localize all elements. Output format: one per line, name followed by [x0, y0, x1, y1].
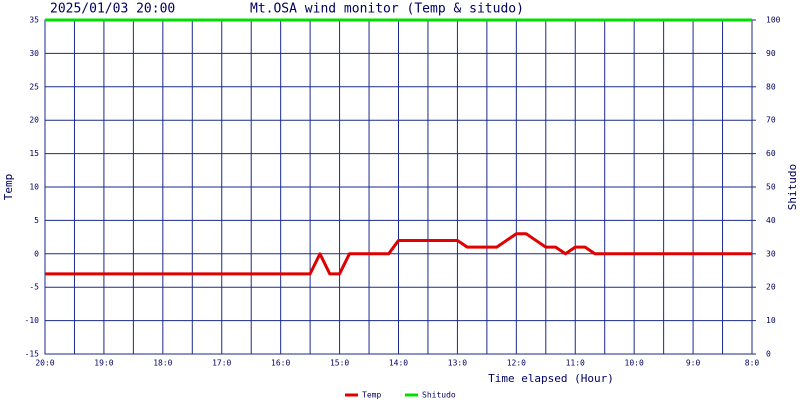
y2-tick-label: 50: [766, 183, 776, 192]
timestamp: 2025/01/03 20:00: [50, 2, 175, 17]
y-tick-label: 30: [29, 49, 39, 58]
y-tick-label: -15: [25, 350, 40, 359]
x-tick-label: 11:0: [566, 359, 585, 368]
y2-axis-label: Shitudo: [786, 164, 799, 210]
y2-tick-label: 60: [766, 149, 776, 158]
legend-label: Temp: [362, 391, 381, 400]
x-tick-label: 15:0: [330, 359, 349, 368]
x-tick-label: 16:0: [271, 359, 290, 368]
x-tick-label: 17:0: [212, 359, 231, 368]
x-tick-label: 19:0: [94, 359, 113, 368]
x-tick-label: 8:0: [745, 359, 760, 368]
legend-label: Shitudo: [422, 391, 456, 400]
y-tick-label: 0: [34, 249, 39, 258]
y2-tick-label: 80: [766, 82, 776, 91]
y-tick-label: 20: [29, 116, 39, 125]
y2-tick-label: 90: [766, 49, 776, 58]
y-tick-label: 25: [29, 82, 39, 91]
y2-tick-label: 70: [766, 116, 776, 125]
x-tick-label: 18:0: [153, 359, 172, 368]
x-tick-label: 9:0: [686, 359, 701, 368]
y-tick-label: -10: [25, 316, 40, 325]
x-tick-label: 14:0: [389, 359, 408, 368]
chart-title: Mt.OSA wind monitor (Temp & situdo): [250, 2, 524, 17]
y-tick-label: 35: [29, 16, 39, 25]
y-tick-label: 15: [29, 149, 39, 158]
x-axis-label: Time elapsed (Hour): [488, 372, 614, 385]
y-tick-label: -5: [29, 283, 39, 292]
y-tick-label: 5: [34, 216, 39, 225]
x-tick-label: 13:0: [448, 359, 467, 368]
y-axis-label: Temp: [2, 174, 15, 201]
y2-tick-label: 0: [766, 350, 771, 359]
y2-tick-label: 10: [766, 316, 776, 325]
series-line: [45, 232, 752, 276]
y2-tick-label: 100: [766, 16, 781, 25]
y2-tick-label: 40: [766, 216, 776, 225]
y-tick-label: 10: [29, 183, 39, 192]
y2-tick-label: 20: [766, 283, 776, 292]
y2-tick-label: 30: [766, 249, 776, 258]
x-tick-label: 12:0: [507, 359, 526, 368]
x-tick-label: 20:0: [35, 359, 54, 368]
x-tick-label: 10:0: [625, 359, 644, 368]
